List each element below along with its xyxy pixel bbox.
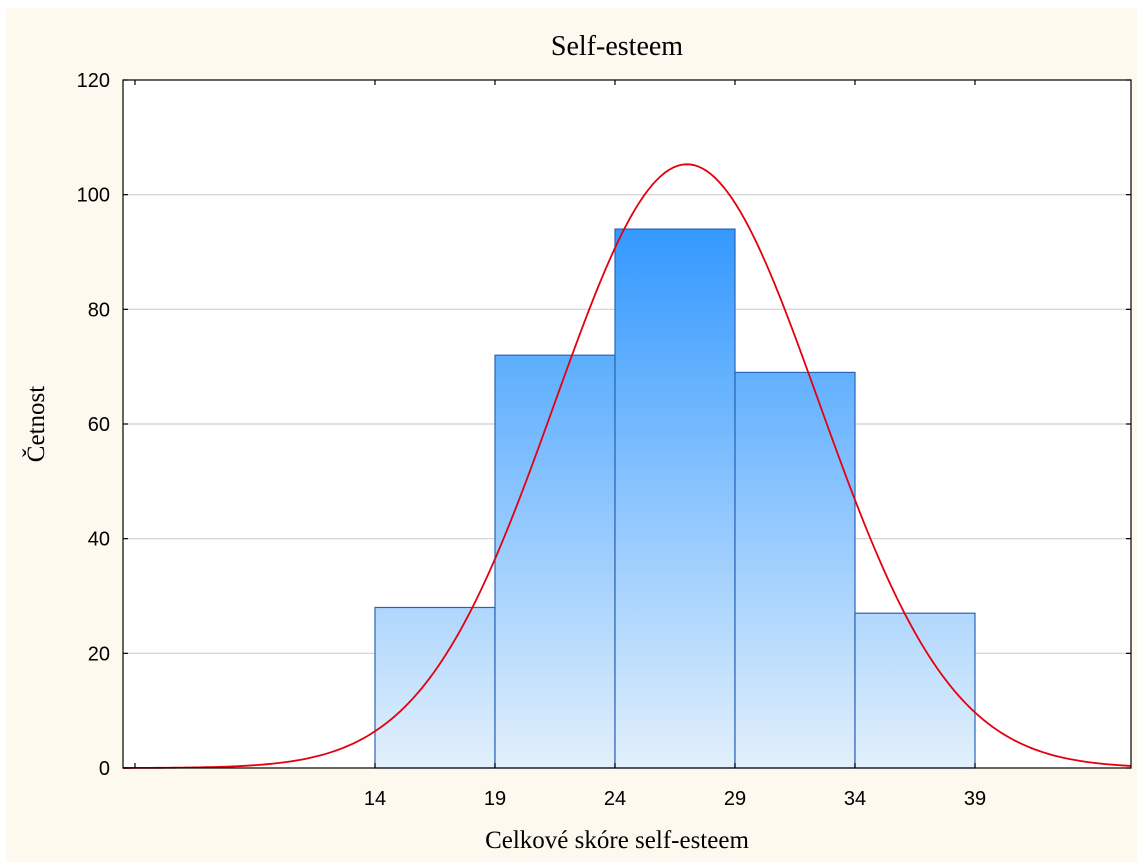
normal-curve [122, 163, 1132, 769]
histogram-bar [734, 371, 856, 769]
x-tick-label: 34 [844, 788, 866, 810]
bars [374, 228, 976, 769]
histogram-bar [494, 354, 616, 769]
y-tick-label: 0 [99, 758, 110, 780]
axis-ticks: 0 20 40 60 80 100 120 14 19 24 29 34 39 [77, 70, 1131, 810]
y-tick-label: 100 [77, 185, 110, 207]
chart-title: Self-esteem [551, 31, 683, 62]
x-tick-label: 39 [964, 788, 986, 810]
y-tick-label: 20 [88, 643, 110, 665]
histogram-bar [374, 606, 496, 769]
x-tick-label: 19 [484, 788, 506, 810]
x-axis-title: Celkové skóre self-esteem [485, 827, 749, 854]
y-tick-label: 80 [88, 299, 110, 321]
histogram-bar [854, 612, 976, 769]
y-axis-title: Četnost [22, 386, 50, 462]
y-tick-label: 60 [88, 414, 110, 436]
x-tick-label: 29 [724, 788, 746, 810]
x-tick-label: 24 [604, 788, 626, 810]
histogram-bar [614, 228, 736, 769]
y-tick-label: 40 [88, 529, 110, 551]
y-tick-label: 120 [77, 70, 110, 92]
x-tick-label: 14 [364, 788, 386, 810]
